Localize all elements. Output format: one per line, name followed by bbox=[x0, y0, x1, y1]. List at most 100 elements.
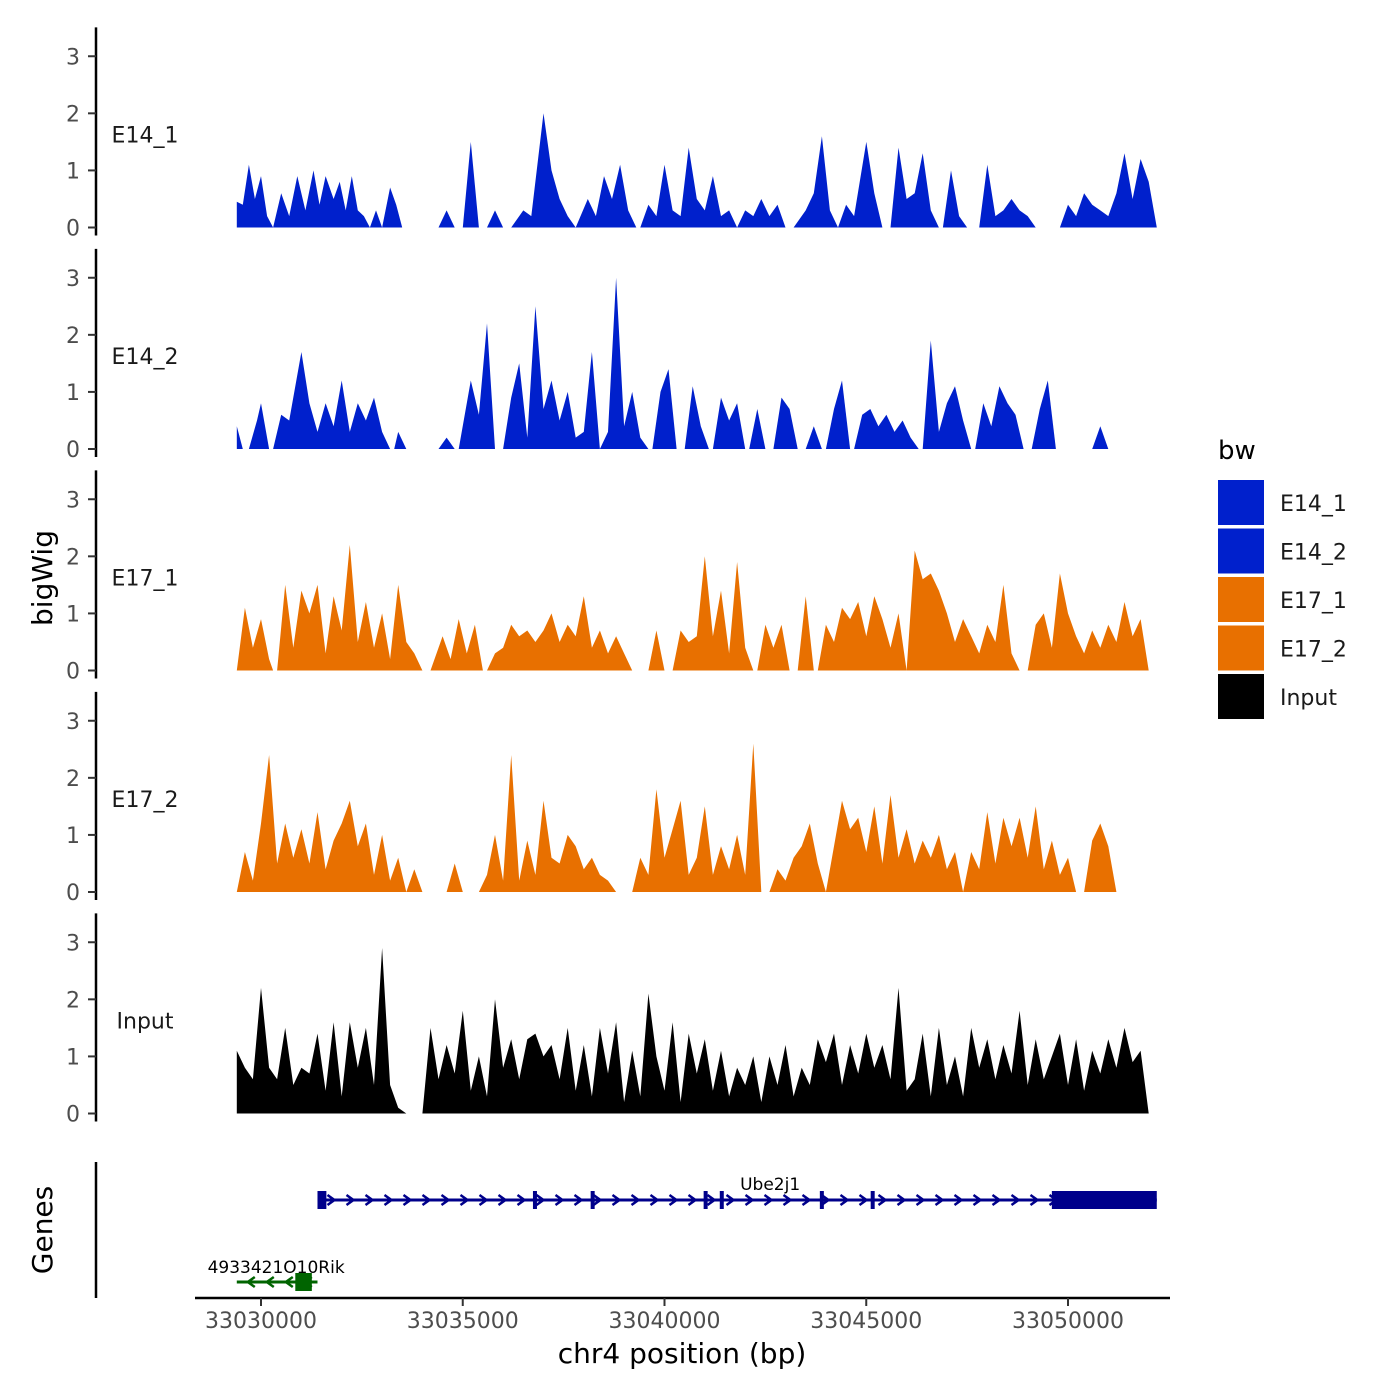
coverage-area-e17-2 bbox=[963, 806, 1077, 892]
coverage-area-e14-1 bbox=[382, 187, 403, 228]
y-axis-title: bigWig bbox=[26, 530, 59, 626]
coverage-area-e14-2 bbox=[1031, 380, 1056, 449]
y-tick-label: 1 bbox=[66, 824, 80, 849]
coverage-area-e14-2 bbox=[749, 409, 766, 449]
coverage-area-e17-2 bbox=[769, 823, 826, 892]
coverage-area-e14-2 bbox=[652, 369, 677, 449]
coverage-area-e14-1 bbox=[575, 164, 637, 228]
track-panels: 0 1 2 3 E14_1 0 1 2 3 E14_2 0 1 2 3 E17_1 0 1 2 3 E17_2 0 1 2 3… bbox=[66, 27, 1157, 1128]
legend-label: E17_1 bbox=[1280, 589, 1347, 614]
coverage-area-e14-2 bbox=[684, 386, 709, 449]
legend-label: E17_2 bbox=[1280, 638, 1347, 663]
coverage-area-e17-1 bbox=[1027, 573, 1149, 671]
y-tick-label: 1 bbox=[66, 381, 80, 406]
coverage-area-e14-2 bbox=[458, 323, 495, 449]
y-tick-label: 3 bbox=[66, 931, 80, 956]
coverage-area-e17-1 bbox=[277, 544, 423, 671]
strand-arrow bbox=[1029, 1193, 1040, 1207]
genes-axis-title: Genes bbox=[26, 1186, 59, 1274]
strand-arrow bbox=[402, 1193, 413, 1207]
coverage-area-e14-2 bbox=[922, 340, 972, 449]
coverage-area-e14-2 bbox=[599, 277, 649, 449]
coverage-area-e14-1 bbox=[737, 199, 786, 228]
coverage-area-e17-2 bbox=[236, 755, 407, 892]
x-tick-label: 33050000 bbox=[1012, 1309, 1124, 1334]
gene-exon bbox=[1051, 1191, 1157, 1209]
coverage-area-e17-2 bbox=[406, 869, 423, 892]
coverage-area-e17-1 bbox=[648, 630, 665, 671]
strand-arrow bbox=[516, 1193, 527, 1207]
coverage-area-e17-2 bbox=[1084, 823, 1117, 892]
legend-swatch bbox=[1218, 577, 1264, 622]
coverage-area-e14-1 bbox=[236, 164, 274, 228]
gene-label: Ube2j1 bbox=[740, 1175, 800, 1195]
coverage-area-e14-2 bbox=[712, 397, 746, 449]
legend-swatch bbox=[1218, 480, 1264, 525]
x-tick-label: 33045000 bbox=[810, 1309, 922, 1334]
track-panel-e14-2: 0 1 2 3 E14_2 bbox=[66, 248, 1109, 463]
strand-arrow bbox=[858, 1193, 869, 1207]
strand-arrow bbox=[364, 1193, 375, 1207]
coverage-area-e17-1 bbox=[430, 619, 483, 671]
strand-arrow bbox=[592, 1193, 603, 1207]
coverage-area-e14-2 bbox=[248, 403, 270, 449]
x-tick-label: 33040000 bbox=[609, 1309, 721, 1334]
coverage-area-e14-1 bbox=[1059, 153, 1157, 228]
coverage-area-e17-1 bbox=[797, 596, 814, 671]
legend-label: E14_2 bbox=[1280, 541, 1347, 566]
strand-arrow bbox=[953, 1193, 964, 1207]
strand-arrow bbox=[535, 1193, 546, 1207]
track-panel-e14-1: 0 1 2 3 E14_1 bbox=[66, 27, 1157, 242]
legend-swatch bbox=[1218, 528, 1264, 574]
gene-4933421o10rik: 4933421O10Rik bbox=[208, 1258, 345, 1291]
strand-arrow bbox=[264, 1275, 275, 1289]
gene-ube2j1: Ube2j1 bbox=[317, 1175, 1157, 1209]
coverage-area-e14-1 bbox=[511, 113, 576, 228]
strand-arrow bbox=[1010, 1193, 1021, 1207]
track-panel-e17-2: 0 1 2 3 E17_2 bbox=[66, 691, 1117, 906]
coverage-area-e14-1 bbox=[979, 164, 1036, 228]
legend-item-e14-1: E14_1 bbox=[1218, 480, 1347, 525]
y-tick-label: 1 bbox=[66, 602, 80, 627]
coverage-area-e14-1 bbox=[890, 147, 939, 228]
legend-item-input: Input bbox=[1218, 674, 1337, 719]
strand-arrow bbox=[497, 1193, 508, 1207]
strand-arrow bbox=[687, 1193, 698, 1207]
y-tick-label: 3 bbox=[66, 267, 80, 292]
coverage-area-e17-1 bbox=[757, 624, 790, 671]
strand-arrow bbox=[763, 1193, 774, 1207]
legend-label: E14_1 bbox=[1280, 492, 1347, 517]
gene-exon bbox=[819, 1191, 824, 1209]
legend-item-e17-1: E17_1 bbox=[1218, 577, 1347, 622]
y-tick-label: 0 bbox=[66, 438, 80, 463]
coverage-area-e14-1 bbox=[487, 210, 504, 228]
legend-item-e17-2: E17_2 bbox=[1218, 625, 1347, 671]
coverage-area-e14-2 bbox=[273, 352, 391, 449]
coverage-area-e17-2 bbox=[632, 743, 762, 892]
strand-arrow bbox=[326, 1193, 337, 1207]
coverage-area-e14-2 bbox=[438, 437, 455, 449]
y-tick-label: 3 bbox=[66, 45, 80, 70]
legend-swatch bbox=[1218, 674, 1264, 719]
track-label: E17_1 bbox=[112, 567, 179, 592]
track-panel-input: 0 1 2 3 Input bbox=[66, 913, 1149, 1128]
strand-arrow bbox=[611, 1193, 622, 1207]
strand-arrow bbox=[782, 1193, 793, 1207]
gene-exon bbox=[532, 1191, 537, 1209]
gene-exon bbox=[870, 1191, 875, 1209]
x-axis-title: chr4 position (bp) bbox=[558, 1337, 807, 1370]
coverage-area-e17-1 bbox=[817, 596, 907, 671]
strand-arrow bbox=[345, 1193, 356, 1207]
coverage-area-e14-2 bbox=[773, 397, 798, 449]
coverage-area-e14-2 bbox=[1092, 426, 1109, 449]
track-label: Input bbox=[117, 1010, 174, 1035]
strand-arrow bbox=[934, 1193, 945, 1207]
y-tick-label: 3 bbox=[66, 710, 80, 735]
x-tick-label: 33035000 bbox=[407, 1309, 519, 1334]
coverage-area-e17-1 bbox=[236, 607, 274, 671]
y-tick-label: 2 bbox=[66, 102, 80, 127]
gene-exon bbox=[317, 1191, 327, 1209]
y-tick-label: 2 bbox=[66, 545, 80, 570]
strand-arrow bbox=[421, 1193, 432, 1207]
gene-exon bbox=[719, 1191, 724, 1209]
